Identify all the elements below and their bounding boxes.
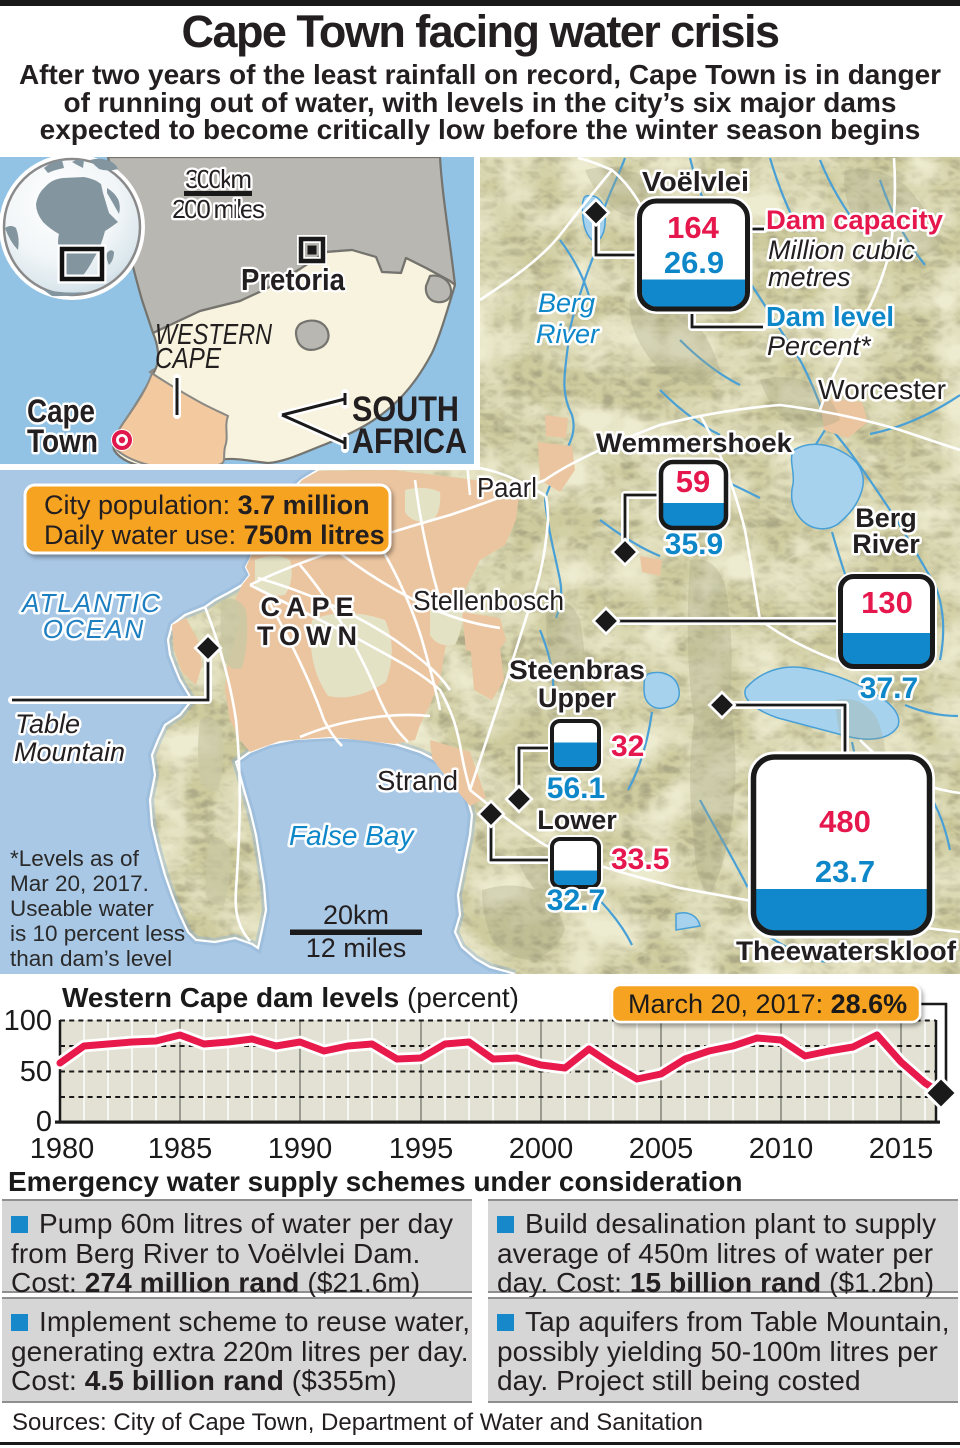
svg-text:Wemmershoek: Wemmershoek — [596, 428, 793, 458]
svg-text:32.7: 32.7 — [547, 884, 605, 917]
svg-text:33.5: 33.5 — [611, 843, 669, 876]
svg-text:AFRICA: AFRICA — [352, 422, 467, 461]
svg-text:Dam level: Dam level — [766, 301, 894, 332]
svg-text:Paarl: Paarl — [477, 472, 537, 503]
svg-text:SOUTH: SOUTH — [352, 390, 459, 429]
svg-text:100: 100 — [4, 1005, 52, 1037]
svg-text:37.7: 37.7 — [860, 672, 918, 705]
svg-text:False Bay: False Bay — [289, 820, 415, 851]
svg-text:Berg: Berg — [855, 503, 917, 533]
svg-text:0: 0 — [36, 1106, 52, 1138]
svg-text:480: 480 — [819, 804, 871, 839]
svg-text:Daily water use: 750m litres: Daily water use: 750m litres — [44, 520, 385, 550]
svg-text:Western Cape dam levels (perce: Western Cape dam levels (percent) — [62, 982, 519, 1013]
svg-text:Stellenbosch: Stellenbosch — [413, 585, 564, 616]
svg-text:Voëlvlei: Voëlvlei — [642, 166, 749, 197]
svg-text:1990: 1990 — [268, 1133, 333, 1165]
svg-text:2010: 2010 — [749, 1133, 814, 1165]
svg-text:Table: Table — [15, 709, 80, 739]
svg-text:Useable water: Useable water — [10, 896, 154, 921]
svg-text:WESTERN: WESTERN — [155, 319, 272, 351]
svg-text:Worcester: Worcester — [818, 374, 946, 405]
svg-text:300km: 300km — [185, 164, 252, 194]
svg-text:Percent*: Percent* — [767, 331, 872, 361]
svg-text:Cape: Cape — [27, 393, 95, 429]
svg-text:TOWN: TOWN — [257, 621, 363, 651]
svg-text:Pretoria: Pretoria — [241, 262, 346, 297]
svg-text:OCEAN: OCEAN — [43, 614, 145, 644]
svg-text:River: River — [536, 319, 600, 349]
svg-text:50: 50 — [20, 1056, 52, 1088]
svg-text:than dam’s level: than dam’s level — [10, 946, 172, 971]
svg-text:26.9: 26.9 — [664, 245, 724, 280]
svg-text:Theewaterskloof: Theewaterskloof — [736, 936, 957, 966]
svg-text:23.7: 23.7 — [815, 854, 875, 889]
svg-text:CAPE: CAPE — [155, 343, 222, 375]
svg-text:metres: metres — [768, 262, 851, 292]
svg-text:March 20, 2017: 28.6%: March 20, 2017: 28.6% — [628, 989, 907, 1019]
svg-text:ATLANTIC: ATLANTIC — [20, 588, 162, 618]
svg-text:130: 130 — [861, 585, 913, 620]
svg-text:Berg: Berg — [538, 288, 595, 318]
svg-text:*Levels as of: *Levels as of — [10, 846, 140, 871]
svg-text:35.9: 35.9 — [665, 528, 723, 561]
svg-text:is 10 percent less: is 10 percent less — [10, 921, 185, 946]
svg-text:164: 164 — [667, 210, 719, 245]
svg-text:2000: 2000 — [509, 1133, 574, 1165]
svg-text:Town: Town — [27, 423, 98, 459]
svg-text:12 miles: 12 miles — [306, 933, 407, 963]
svg-text:1980: 1980 — [30, 1133, 95, 1165]
svg-text:2005: 2005 — [629, 1133, 694, 1165]
svg-text:Mountain: Mountain — [14, 737, 125, 767]
svg-text:Lower: Lower — [537, 805, 617, 835]
svg-text:Strand: Strand — [377, 765, 458, 796]
svg-text:20km: 20km — [323, 900, 389, 930]
svg-text:2015: 2015 — [869, 1133, 934, 1165]
svg-text:1985: 1985 — [148, 1133, 213, 1165]
svg-text:32: 32 — [611, 730, 644, 763]
svg-text:56.1: 56.1 — [547, 772, 605, 805]
svg-text:Dam capacity: Dam capacity — [766, 205, 943, 235]
svg-text:1995: 1995 — [389, 1133, 454, 1165]
svg-text:City population: 3.7 million: City population: 3.7 million — [44, 490, 370, 520]
svg-text:Upper: Upper — [538, 683, 617, 713]
svg-text:59: 59 — [676, 464, 710, 499]
svg-text:Steenbras: Steenbras — [509, 655, 645, 685]
svg-text:Mar 20, 2017.: Mar 20, 2017. — [10, 871, 149, 896]
svg-text:River: River — [852, 529, 920, 559]
svg-text:CAPE: CAPE — [260, 592, 359, 622]
svg-text:Million cubic: Million cubic — [768, 235, 916, 265]
svg-text:200 miles: 200 miles — [172, 194, 265, 224]
